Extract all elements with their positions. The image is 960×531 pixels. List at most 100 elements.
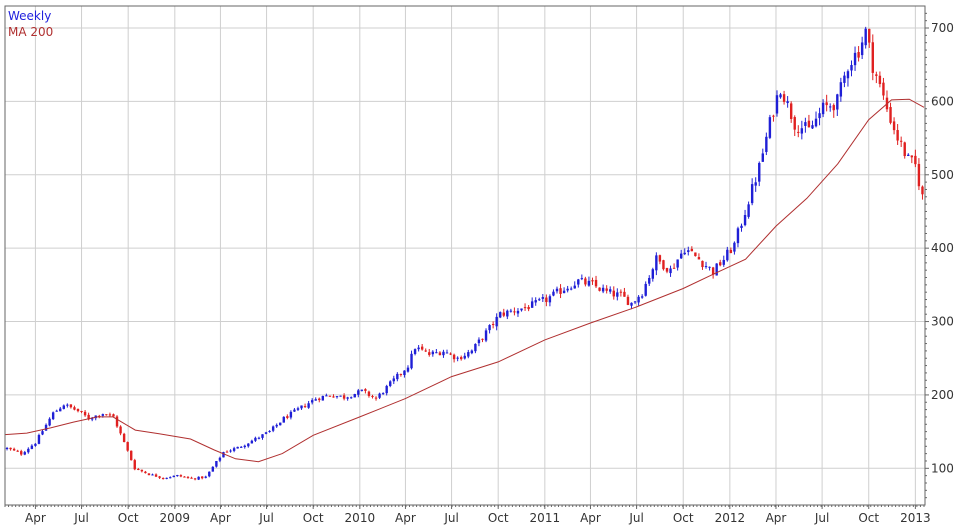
gridlines <box>5 6 925 505</box>
candle <box>48 417 51 427</box>
candle <box>176 474 179 477</box>
candle <box>598 287 601 292</box>
candle-body <box>452 354 456 360</box>
candle <box>846 69 850 87</box>
candle-body <box>903 142 906 157</box>
candle <box>726 246 729 262</box>
candle-body <box>161 478 165 480</box>
candle <box>914 149 917 168</box>
candle-body <box>580 278 584 280</box>
candle-body <box>665 267 669 272</box>
candle <box>516 308 520 317</box>
candle-body <box>527 306 530 310</box>
candle-body <box>435 352 438 354</box>
candle <box>364 388 367 394</box>
candle-body <box>640 296 644 298</box>
candle-body <box>350 397 353 399</box>
candle-body <box>392 378 395 382</box>
candle <box>392 375 395 385</box>
candle <box>459 355 463 361</box>
candle-body <box>577 279 580 285</box>
candle-body <box>488 325 491 331</box>
candle <box>183 476 186 478</box>
candle <box>346 396 349 401</box>
y-tick-label: 400 <box>931 241 954 255</box>
candle-body <box>186 477 190 479</box>
candle <box>413 348 417 356</box>
candle <box>683 248 686 256</box>
candle-body <box>733 242 736 252</box>
candle <box>644 281 647 297</box>
candle <box>339 395 342 397</box>
candle <box>488 324 491 334</box>
candle-body <box>119 426 122 434</box>
candle-body <box>804 122 807 126</box>
candle-body <box>307 403 310 408</box>
candle <box>829 103 832 112</box>
candle-body <box>55 410 58 412</box>
candle <box>719 259 722 267</box>
candle <box>690 246 694 252</box>
candle-body <box>396 373 399 380</box>
candle <box>669 265 672 277</box>
candle-body <box>303 406 307 408</box>
candle <box>211 466 215 472</box>
candle-body <box>51 412 55 420</box>
candle <box>357 388 360 398</box>
candle <box>623 287 626 297</box>
x-axis: Apr Jul Oct 2009 Apr Jul Oct 2010 Apr Jul Oct 2011 A… <box>4 505 931 525</box>
candle-body <box>293 409 296 412</box>
candle-body <box>616 292 619 297</box>
candle <box>676 259 679 271</box>
candle <box>321 395 325 401</box>
candle-body <box>786 101 789 104</box>
candle <box>442 349 445 358</box>
candle <box>573 281 576 289</box>
candle-body <box>172 475 175 478</box>
candle <box>899 136 903 147</box>
candle <box>257 436 261 440</box>
candle <box>502 308 505 318</box>
candle <box>254 436 257 442</box>
candle-body <box>672 267 676 269</box>
candle-body <box>240 446 243 448</box>
candle <box>868 28 871 48</box>
y-tick-label: 700 <box>931 21 954 35</box>
candle-body <box>648 277 651 284</box>
y-tick-label: 100 <box>931 461 954 475</box>
x-tick-label: 2010 <box>345 511 376 525</box>
candle <box>467 349 470 359</box>
candle <box>506 309 509 320</box>
candle-body <box>353 394 356 398</box>
candle-body <box>183 476 186 478</box>
candle <box>821 99 825 118</box>
candle-body <box>467 352 470 357</box>
candle-body <box>832 105 835 111</box>
candle-body <box>722 259 725 265</box>
candle <box>910 155 914 164</box>
candle-body <box>34 443 37 446</box>
candle <box>34 443 37 447</box>
candle <box>271 425 275 433</box>
candle <box>619 289 623 297</box>
candle-body <box>899 140 903 142</box>
candle-body <box>364 389 367 391</box>
candle-body <box>623 291 626 297</box>
candle <box>268 430 271 433</box>
candle <box>353 393 356 398</box>
candle-body <box>690 248 694 252</box>
candle <box>477 337 481 347</box>
candle-body <box>768 117 772 138</box>
candle-body <box>204 476 207 478</box>
candle <box>424 348 427 353</box>
candle <box>190 476 193 479</box>
candle <box>250 439 254 444</box>
candle-body <box>431 351 435 355</box>
candle-body <box>41 431 44 435</box>
candle <box>715 263 718 276</box>
candle-body <box>215 461 218 467</box>
candle <box>555 286 559 294</box>
candle <box>332 394 335 398</box>
candle-body <box>502 312 505 316</box>
candle <box>5 446 9 451</box>
